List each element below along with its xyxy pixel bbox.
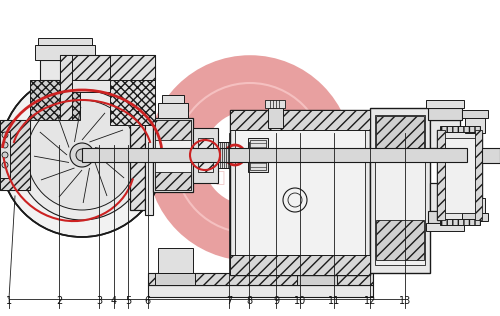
Bar — [268, 108, 283, 128]
Bar — [155, 120, 191, 140]
Bar — [230, 110, 370, 275]
Bar — [0, 120, 30, 190]
Bar — [475, 130, 482, 220]
Bar — [426, 223, 464, 231]
Text: 8: 8 — [246, 296, 252, 306]
Bar — [218, 142, 230, 168]
Text: 4: 4 — [111, 296, 117, 306]
Bar — [482, 148, 500, 163]
Text: 2: 2 — [56, 296, 62, 306]
Bar — [376, 220, 424, 260]
Bar — [250, 140, 266, 170]
Bar — [462, 213, 488, 221]
Circle shape — [27, 100, 137, 210]
Bar — [148, 285, 373, 297]
Text: 5: 5 — [125, 296, 131, 306]
Circle shape — [0, 73, 164, 237]
Bar — [430, 183, 460, 211]
Bar — [40, 60, 90, 80]
Bar — [60, 80, 155, 92]
Bar — [130, 100, 145, 210]
Bar — [297, 273, 337, 285]
Bar — [230, 255, 370, 275]
Bar — [440, 126, 480, 132]
Circle shape — [2, 152, 8, 158]
Bar — [110, 55, 155, 80]
Bar — [198, 138, 213, 172]
Bar — [428, 211, 462, 223]
Bar — [193, 128, 218, 183]
Text: 9: 9 — [273, 296, 279, 306]
Circle shape — [2, 142, 8, 148]
Bar — [162, 95, 184, 103]
Bar — [145, 95, 153, 215]
Bar — [38, 38, 92, 45]
Bar — [148, 273, 373, 285]
Bar — [0, 132, 10, 178]
Bar — [437, 130, 445, 220]
Bar — [110, 80, 155, 125]
Bar — [60, 55, 155, 80]
Text: 6: 6 — [144, 296, 150, 306]
Bar — [158, 248, 193, 273]
Text: 13: 13 — [399, 296, 411, 306]
Bar — [155, 172, 191, 190]
Text: 7: 7 — [226, 296, 232, 306]
Text: 3: 3 — [96, 296, 102, 306]
Bar — [370, 108, 430, 273]
Polygon shape — [0, 120, 30, 190]
Bar — [60, 55, 72, 120]
Bar — [248, 138, 268, 172]
Bar — [158, 103, 188, 118]
Bar — [82, 148, 467, 162]
Circle shape — [2, 132, 8, 138]
Bar — [155, 273, 195, 285]
Bar — [465, 198, 485, 213]
Text: 11: 11 — [328, 296, 340, 306]
Circle shape — [70, 143, 94, 167]
Bar — [155, 120, 191, 190]
Text: 1: 1 — [6, 296, 12, 306]
Bar — [153, 118, 193, 192]
Circle shape — [17, 90, 147, 220]
Bar — [235, 120, 365, 265]
Bar — [445, 138, 475, 213]
Text: 泵: 泵 — [256, 167, 264, 183]
Bar — [35, 45, 95, 60]
Bar — [376, 116, 424, 156]
Bar — [465, 118, 485, 133]
Bar — [462, 110, 488, 118]
Circle shape — [2, 162, 8, 168]
Text: 10: 10 — [294, 296, 306, 306]
Bar — [230, 110, 370, 130]
Bar — [375, 115, 425, 265]
Bar — [426, 100, 464, 108]
Bar — [440, 219, 480, 225]
Bar — [300, 248, 335, 273]
Text: 盐: 盐 — [216, 171, 224, 185]
Bar — [430, 120, 460, 148]
Polygon shape — [30, 80, 80, 120]
Circle shape — [76, 149, 88, 161]
Bar — [265, 100, 285, 108]
Bar — [437, 130, 482, 220]
Bar — [428, 108, 462, 120]
Text: 12: 12 — [364, 296, 376, 306]
Text: 业: 业 — [236, 190, 244, 200]
